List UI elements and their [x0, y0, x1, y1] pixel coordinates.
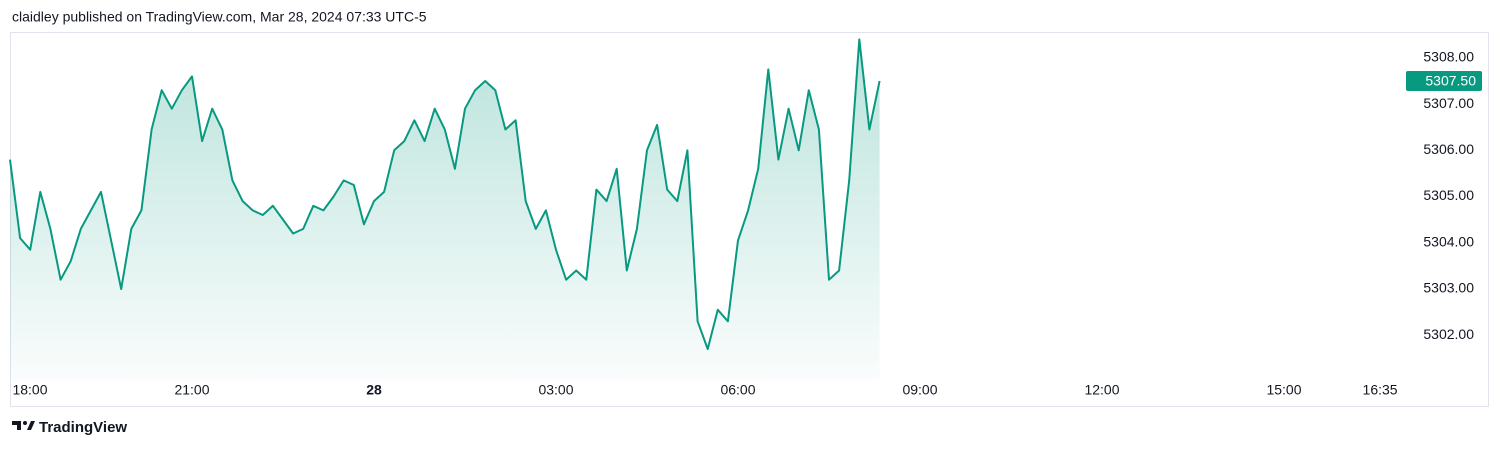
- x-tick-label: 16:35: [1363, 382, 1398, 398]
- area-fill: [10, 39, 880, 381]
- brand-name: TradingView: [39, 419, 127, 436]
- y-tick-label: 5302.00: [1423, 326, 1474, 342]
- x-tick-label: 28: [366, 382, 382, 398]
- x-tick-label: 12:00: [1084, 382, 1119, 398]
- y-tick-label: 5306.00: [1423, 141, 1474, 157]
- brand-logo: [12, 421, 35, 430]
- last-price-badge: [1406, 70, 1482, 91]
- x-tick-label: 03:00: [538, 382, 573, 398]
- y-tick-label: 5308.00: [1423, 49, 1474, 65]
- last-price-label: 5307.50: [1425, 73, 1476, 89]
- y-tick-label: 5304.00: [1423, 233, 1474, 249]
- x-tick-label: 18:00: [12, 382, 47, 398]
- y-tick-label: 5303.00: [1423, 280, 1474, 296]
- x-tick-label: 15:00: [1266, 382, 1301, 398]
- publish-header: claidley published on TradingView.com, M…: [12, 9, 427, 25]
- x-tick-label: 09:00: [902, 382, 937, 398]
- x-tick-label: 21:00: [174, 382, 209, 398]
- x-tick-label: 06:00: [720, 382, 755, 398]
- price-line: [9, 38, 881, 350]
- y-tick-label: 5307.00: [1423, 95, 1474, 111]
- y-tick-label: 5305.00: [1423, 187, 1474, 203]
